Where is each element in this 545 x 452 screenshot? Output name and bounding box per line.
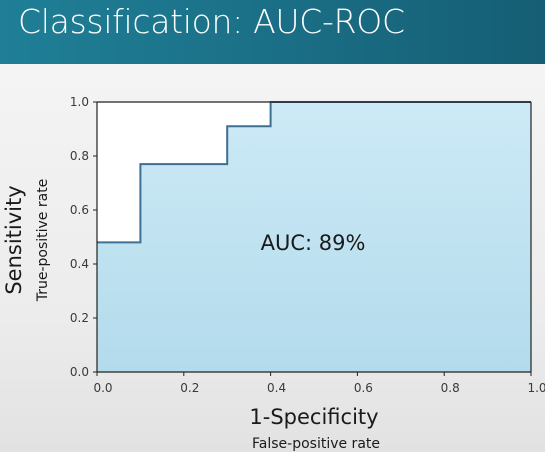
x-tick-label: 0.8: [441, 381, 460, 395]
roc-curve-line: [97, 101, 531, 244]
y-tick-label: 1.0: [70, 95, 89, 109]
x-tick-label: 0.2: [180, 381, 199, 395]
x-tick-label: 1.0: [527, 381, 545, 395]
y-tick-label: 0.2: [70, 311, 89, 325]
title-banner: Classification: AUC-ROC: [0, 0, 545, 64]
y-axis-sublabel: True-positive rate: [35, 179, 51, 303]
plot-area: [97, 101, 531, 372]
auc-annotation: AUC: 89%: [261, 231, 366, 255]
x-tick-label: 0.0: [93, 381, 112, 395]
x-tick-label: 0.6: [354, 381, 373, 395]
x-tick-label: 0.4: [267, 381, 286, 395]
y-tick-label: 0.4: [70, 257, 89, 271]
y-axis-label: Sensitivity: [2, 185, 26, 294]
y-tick-label: 0.6: [70, 203, 89, 217]
x-axis-label: 1-Specificity: [249, 405, 378, 429]
auc-area: [97, 102, 531, 372]
y-tick-label: 0.8: [70, 149, 89, 163]
y-tick-label: 0.0: [70, 365, 89, 379]
axes: 0.0 0.2 0.4 0.6 0.8 1.0 0.0 0.2 0.4 0.6 0.8 1.0: [70, 95, 545, 395]
x-axis-sublabel: False-positive rate: [252, 436, 380, 452]
slide-title: Classification: AUC-ROC: [18, 2, 405, 41]
